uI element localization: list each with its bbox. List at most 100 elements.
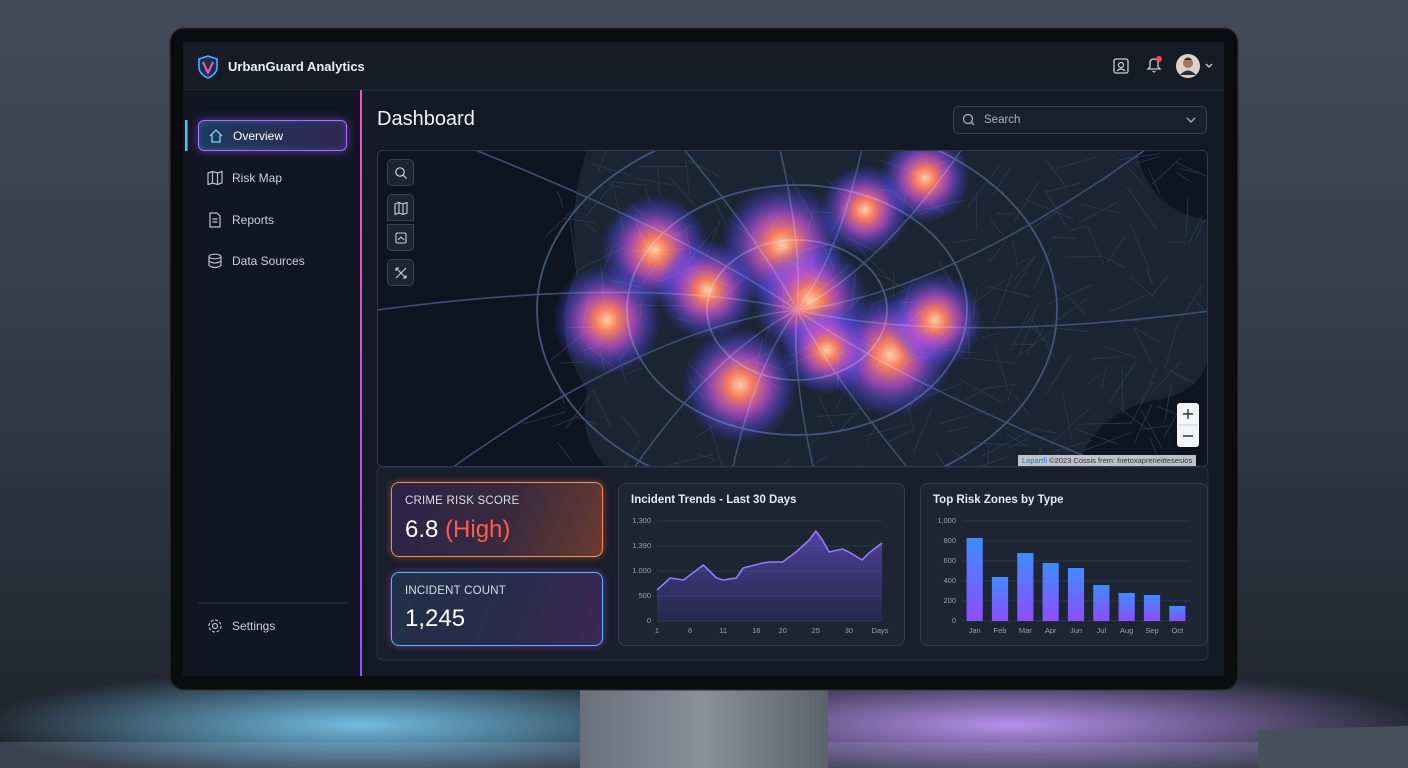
minor-street (1087, 226, 1105, 267)
search-box[interactable]: Search (953, 106, 1207, 134)
minor-street (610, 181, 649, 186)
minor-street (837, 405, 862, 434)
minor-street (961, 456, 1007, 467)
kpi-label: INCIDENT COUNT (405, 585, 506, 597)
minor-street (1009, 437, 1030, 448)
minor-street (1030, 427, 1057, 434)
minor-street (989, 219, 1005, 237)
heat-map[interactable] (377, 150, 1208, 467)
minor-street (1061, 392, 1073, 441)
minor-street (621, 416, 640, 438)
sidebar (183, 90, 361, 676)
minor-street (1046, 182, 1081, 193)
minor-street (1147, 167, 1160, 194)
ring-road (536, 150, 1058, 467)
app-title: UrbanGuard Analytics (228, 59, 365, 74)
minor-street (950, 449, 968, 462)
minor-street (1185, 198, 1189, 239)
profile-icon[interactable] (1112, 57, 1130, 75)
zoom-buttons[interactable] (1177, 403, 1199, 447)
minor-street (1108, 361, 1136, 404)
kpi-card-risk: CRIME RISK SCORE 6.8 (High) (391, 482, 603, 557)
minor-street (1132, 326, 1161, 343)
minor-street (782, 455, 829, 467)
minor-street (994, 345, 1009, 393)
minor-street (1078, 203, 1122, 214)
map-icon (207, 170, 223, 185)
minor-street (991, 166, 1012, 196)
minor-street (1044, 158, 1068, 189)
minor-street (1015, 257, 1030, 266)
nav-settings[interactable]: Settings (198, 610, 347, 641)
avatar-menu[interactable] (1175, 53, 1215, 79)
minor-street (1056, 156, 1099, 169)
nav-label: Settings (232, 618, 276, 633)
minor-street (988, 240, 1007, 263)
attribution-link[interactable]: Lapartfi (1022, 456, 1048, 465)
minor-street (1140, 410, 1163, 448)
minor-street (522, 411, 567, 425)
kpi-value: 6.8 (High) (405, 516, 510, 544)
minor-street (1164, 383, 1172, 423)
minor-street (1033, 247, 1052, 290)
map-legend-button[interactable] (387, 224, 414, 251)
nav-risk-map[interactable]: Risk Map (198, 162, 347, 193)
nav-overview[interactable]: Overview (198, 120, 347, 151)
minor-street (657, 166, 661, 197)
notifications-icon[interactable] (1144, 55, 1164, 75)
map-fullscreen-button[interactable] (387, 259, 414, 286)
minor-street (981, 333, 999, 338)
kpi-qualifier: (High) (445, 516, 511, 543)
chart-title: Top Risk Zones by Type (933, 494, 1064, 506)
heat-layer (552, 150, 983, 443)
minor-street (863, 422, 914, 437)
minor-street (667, 174, 695, 206)
minor-street (1012, 239, 1019, 267)
minor-street (1100, 254, 1126, 269)
heat-spot (880, 150, 970, 223)
minor-street (1007, 434, 1028, 448)
minor-street (1053, 282, 1086, 315)
map-search-button[interactable] (387, 159, 414, 186)
home-icon (209, 128, 223, 143)
mini-pc (1258, 726, 1408, 768)
minor-street (1140, 368, 1158, 403)
map-layers-button[interactable] (387, 194, 414, 221)
minor-street (584, 223, 598, 233)
heat-spot (552, 265, 662, 375)
minor-street (1133, 326, 1152, 363)
minor-street (545, 204, 579, 237)
minor-street (592, 163, 632, 177)
minor-street (1090, 356, 1118, 360)
nav-reports[interactable]: Reports (198, 204, 347, 235)
chart-title: Incident Trends - Last 30 Days (631, 494, 797, 506)
minor-street (993, 272, 1013, 324)
minor-street (694, 452, 718, 461)
minor-street (636, 177, 672, 186)
heat-spot (782, 305, 872, 395)
minor-street (1118, 153, 1160, 161)
minor-street (1087, 374, 1101, 385)
minor-street (1126, 186, 1158, 230)
minor-street (1195, 219, 1205, 239)
minor-street (1077, 422, 1132, 425)
nav-data-sources[interactable]: Data Sources (198, 245, 347, 276)
kpi-number: 6.8 (405, 516, 439, 543)
glow-left (0, 670, 740, 768)
page-title: Dashboard (377, 108, 475, 130)
minor-street (1130, 275, 1154, 298)
minor-street (753, 458, 791, 467)
minor-street (575, 416, 599, 426)
minor-street (1016, 327, 1058, 357)
minor-street (1164, 323, 1179, 369)
line-chart-card: Incident Trends - Last 30 Days (618, 483, 905, 646)
top-bar (183, 42, 1224, 90)
minor-street (1119, 407, 1150, 431)
heat-spot (887, 272, 983, 368)
sidebar-edge (360, 90, 362, 676)
logo (198, 55, 218, 79)
minor-street (1083, 431, 1133, 451)
minor-street (1104, 345, 1138, 359)
search-placeholder: Search (984, 114, 1021, 126)
map-attribution: Lapartfi ©2023 Cossis frem: fnetoxaprene… (1018, 455, 1197, 466)
